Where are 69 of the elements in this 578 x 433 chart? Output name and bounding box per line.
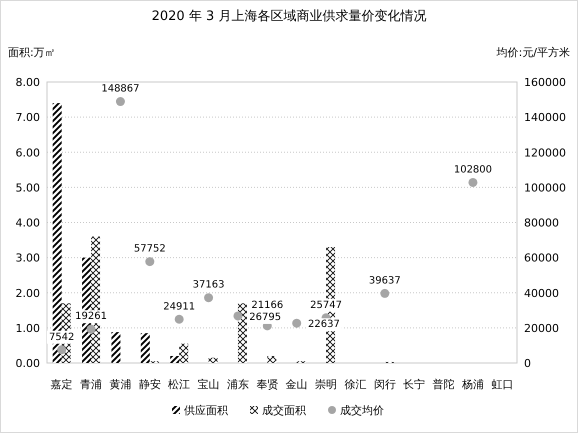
- x-tick-label: 普陀: [432, 378, 455, 391]
- x-tick-label: 徐汇: [344, 378, 366, 391]
- data-label: 22637: [308, 319, 340, 330]
- y2-tick-label: 140000: [524, 111, 566, 124]
- point: [233, 311, 242, 320]
- x-tick-label: 宝山: [198, 378, 220, 391]
- y2-tick-label: 120000: [524, 146, 566, 160]
- data-label: 102800: [454, 164, 492, 176]
- point: [174, 314, 184, 324]
- y-tick-label: 7.00: [16, 111, 40, 124]
- y-axis-title: 面积:万㎡: [8, 46, 56, 59]
- bar: [238, 303, 247, 363]
- bar: [170, 356, 180, 363]
- y-tick-label: 3.00: [16, 252, 40, 265]
- data-label: 37163: [192, 280, 224, 291]
- bar: [208, 358, 218, 363]
- bar: [179, 344, 188, 363]
- point: [57, 345, 66, 354]
- data-label: 19261: [75, 311, 107, 322]
- point: [145, 257, 154, 266]
- x-tick-label: 长宁: [403, 378, 426, 391]
- data-label: 25747: [310, 300, 342, 311]
- chart-title: 2020 年 3 月上海各区域商业供求量价变化情况: [152, 9, 426, 24]
- x-tick-label: 崇明: [315, 378, 338, 391]
- data-label: 39637: [368, 275, 401, 286]
- y2-tick-label: 0: [524, 357, 531, 370]
- x-tick-label: 杨浦: [460, 378, 484, 391]
- x-tick-label: 嘉定: [50, 378, 73, 391]
- data-label: 26795: [249, 312, 282, 323]
- y-tick-label: 4.00: [16, 216, 40, 230]
- x-tick-label: 浦东: [226, 378, 249, 391]
- data-label: 57752: [134, 244, 166, 255]
- bar: [140, 333, 150, 363]
- y-tick-label: 6.00: [16, 146, 40, 160]
- point: [204, 293, 214, 302]
- legend-label: 供应面积: [184, 404, 228, 417]
- x-tick-label: 奉贤: [256, 378, 278, 391]
- data-label: 24911: [163, 301, 196, 312]
- x-tick-label: 青浦: [80, 378, 102, 391]
- data-label: 21166: [251, 300, 284, 311]
- data-label: 7542: [48, 332, 74, 343]
- y-tick-label: 2.00: [16, 286, 40, 300]
- point: [468, 178, 478, 187]
- point: [292, 318, 302, 328]
- y2-tick-label: 20000: [524, 322, 559, 335]
- x-tick-label: 黄浦: [109, 378, 132, 391]
- y2-tick-label: 40000: [524, 286, 559, 300]
- x-tick-label: 金山: [286, 378, 308, 391]
- x-tick-label: 松江: [168, 378, 190, 391]
- y2-tick-label: 80000: [524, 216, 559, 230]
- point: [116, 97, 125, 106]
- bar: [267, 356, 276, 363]
- y2-tick-label: 160000: [524, 76, 566, 89]
- x-tick-label: 闵行: [374, 378, 396, 391]
- legend-label: 成交均价: [340, 404, 384, 417]
- legend-label: 成交面积: [262, 404, 306, 417]
- data-label: 148867: [101, 84, 140, 95]
- y2-axis-title: 均价:元/平方米: [496, 46, 570, 59]
- x-tick-label: 虹口: [491, 378, 514, 391]
- y2-tick-label: 60000: [524, 252, 559, 265]
- y-tick-label: 1.00: [16, 322, 40, 335]
- y-tick-label: 8.00: [16, 76, 40, 89]
- y2-tick-label: 100000: [524, 181, 566, 194]
- y-tick-label: 5.00: [16, 181, 40, 194]
- point: [86, 324, 96, 334]
- x-tick-label: 静安: [138, 378, 161, 391]
- y-tick-label: 0.00: [16, 357, 40, 370]
- point: [380, 288, 390, 298]
- bar: [111, 332, 120, 363]
